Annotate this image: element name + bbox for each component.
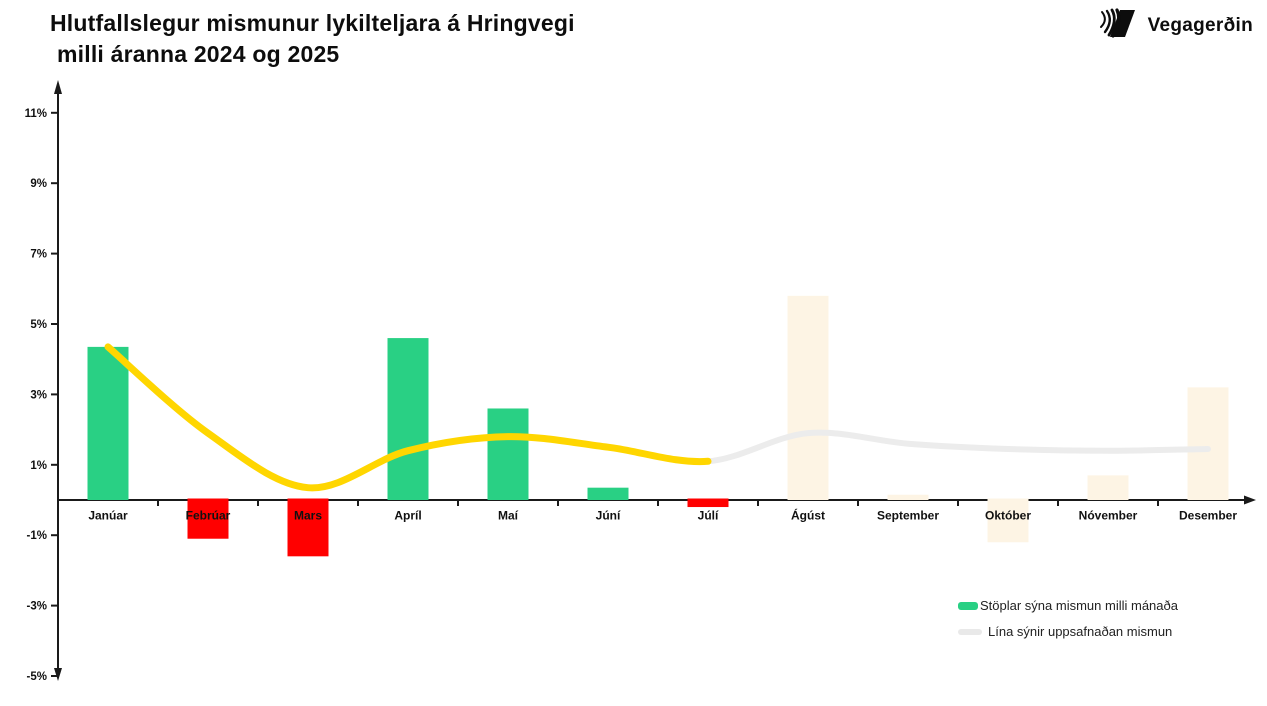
- bar-desember: [1187, 387, 1229, 500]
- y-axis-label: 11%: [25, 108, 47, 120]
- x-axis-right-arrow-icon: [1244, 495, 1256, 505]
- y-axis-label: -3%: [27, 601, 47, 613]
- x-axis-label: Október: [985, 509, 1031, 523]
- bar-janúar: [87, 346, 129, 500]
- y-axis-label: 7%: [30, 249, 47, 261]
- y-axis-label: 3%: [30, 389, 47, 401]
- x-axis-label: Febrúar: [186, 509, 231, 523]
- cumulative-line-actual: [104, 343, 712, 492]
- bar-júlí: [687, 498, 729, 508]
- y-axis-label: 1%: [30, 460, 47, 472]
- x-axis-label: Júlí: [698, 509, 719, 523]
- vegagerdin-logo-text: Vegagerðin: [1147, 15, 1253, 36]
- legend: Stöplar sýna mismun milli mánaða Lína sý…: [958, 598, 1178, 650]
- x-axis-label: Maí: [498, 509, 519, 523]
- chart-title: Hlutfallslegur mismunur lykilteljara á H…: [50, 8, 575, 70]
- x-axis-label: Júní: [596, 509, 621, 523]
- bar-mars: [287, 498, 329, 557]
- x-axis-label: Ágúst: [791, 508, 825, 523]
- legend-bar-swatch-icon: [958, 601, 978, 610]
- bar-febrúar: [187, 498, 229, 539]
- legend-label-bars: Stöplar sýna mismun milli mánaða: [980, 598, 1178, 613]
- bar-júní: [587, 487, 629, 500]
- y-axis-up-arrow-icon: [54, 80, 62, 94]
- y-axis-label: 5%: [30, 319, 47, 331]
- chart-title-line2: milli áranna 2024 og 2025: [57, 41, 340, 67]
- bar-ágúst: [787, 295, 829, 500]
- bar-nóvember: [1087, 475, 1129, 500]
- vegagerdin-logo-icon: [1098, 8, 1140, 44]
- x-axis-label: Mars: [294, 509, 322, 523]
- x-axis-label: Desember: [1179, 509, 1237, 523]
- bar-september: [887, 494, 929, 500]
- x-axis-label: September: [877, 509, 939, 523]
- bar-apríl: [387, 338, 429, 500]
- y-axis-label: -1%: [27, 530, 47, 542]
- y-axis-label: 9%: [30, 178, 47, 190]
- x-axis-label: Janúar: [88, 509, 128, 523]
- bar-maí: [487, 408, 529, 500]
- legend-item-bars: Stöplar sýna mismun milli mánaða: [958, 598, 1178, 613]
- legend-line-swatch-icon: [958, 628, 982, 635]
- y-axis-down-arrow-icon: [54, 668, 62, 681]
- x-axis-label: Nóvember: [1079, 509, 1138, 523]
- legend-label-line: Lína sýnir uppsafnaðan mismun: [988, 624, 1173, 639]
- cumulative-line-future: [705, 429, 1211, 465]
- y-axis-label: -5%: [27, 671, 47, 683]
- chart-title-line1: Hlutfallslegur mismunur lykilteljara á H…: [50, 10, 575, 36]
- legend-item-line: Lína sýnir uppsafnaðan mismun: [958, 624, 1178, 639]
- bar-október: [987, 498, 1029, 543]
- x-axis-label: Apríl: [394, 509, 421, 523]
- vegagerdin-logo: Vegagerðin: [1098, 8, 1253, 44]
